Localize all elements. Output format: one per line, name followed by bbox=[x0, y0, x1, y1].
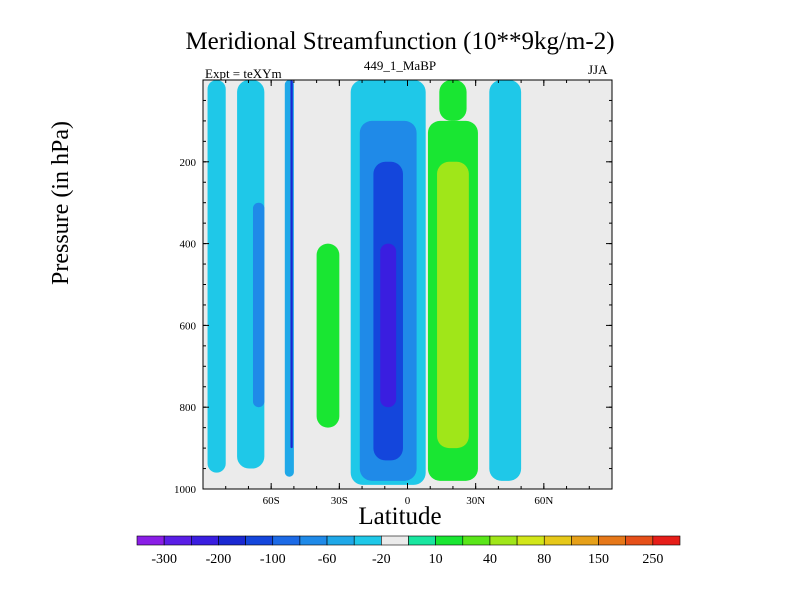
x-tick-label: 60N bbox=[534, 495, 553, 507]
y-tick-label: 1000 bbox=[174, 484, 197, 496]
colorbar-swatch bbox=[353, 535, 382, 546]
colorbar-swatch bbox=[408, 535, 436, 546]
y-tick-label: 600 bbox=[180, 320, 197, 332]
colorbar-label: 40 bbox=[483, 552, 497, 567]
colorbar-swatch bbox=[326, 535, 355, 546]
contour-band-6 bbox=[316, 243, 340, 428]
contour-band-4 bbox=[290, 80, 293, 449]
colorbar-swatch bbox=[543, 535, 572, 546]
colorbar-label: 150 bbox=[588, 552, 609, 567]
contour-band-14 bbox=[489, 80, 522, 481]
season-label: JJA bbox=[588, 62, 608, 77]
colorbar-swatch bbox=[136, 535, 165, 546]
x-axis-label: Latitude bbox=[358, 503, 442, 530]
colorbar-label: 10 bbox=[429, 552, 443, 567]
colorbar-label: 80 bbox=[537, 552, 551, 567]
colorbar-swatch bbox=[218, 535, 246, 546]
y-tick-label: 400 bbox=[180, 239, 197, 251]
contour-band-13 bbox=[437, 161, 469, 449]
plot-area bbox=[203, 80, 612, 489]
colorbar-swatch bbox=[489, 535, 518, 546]
colorbar-swatch bbox=[245, 535, 274, 546]
contour-band-2 bbox=[252, 202, 265, 408]
colorbar-label: -20 bbox=[372, 552, 391, 567]
experiment-label: Expt = teXYm bbox=[205, 66, 282, 81]
colorbar: -300 -200 -100 -60 -20 10 40 80 150 250 bbox=[136, 535, 681, 567]
x-tick-label: 30N bbox=[466, 495, 485, 507]
contour-band-11 bbox=[439, 80, 467, 121]
y-tick-label: 200 bbox=[180, 157, 197, 169]
x-tick-label: 60S bbox=[263, 495, 280, 507]
colorbar-label: -100 bbox=[260, 552, 286, 567]
colorbar-swatch bbox=[598, 535, 626, 546]
colorbar-swatch bbox=[625, 535, 654, 546]
colorbar-label: -60 bbox=[318, 552, 337, 567]
colorbar-swatch bbox=[191, 535, 219, 546]
x-tick-label: 0 bbox=[405, 495, 411, 507]
colorbar-swatch bbox=[163, 535, 192, 546]
colorbar-swatch bbox=[516, 535, 545, 546]
chart-title: Meridional Streamfunction (10**9kg/m-2) bbox=[185, 28, 615, 55]
y-tick-label: 800 bbox=[180, 402, 197, 414]
colorbar-label: -300 bbox=[151, 552, 177, 567]
run-label: 449_1_MaBP bbox=[363, 58, 437, 73]
colorbar-swatch bbox=[462, 535, 491, 546]
colorbar-label: 250 bbox=[642, 552, 663, 567]
colorbar-swatch bbox=[299, 535, 328, 546]
colorbar-swatch bbox=[272, 535, 301, 546]
axes: 60S 30S 0 30N 60N 200 400 600 800 1000 bbox=[174, 79, 613, 507]
colorbar-swatch bbox=[652, 535, 681, 546]
colorbar-swatch bbox=[435, 535, 464, 546]
x-tick-label: 30S bbox=[331, 495, 348, 507]
colorbar-swatch bbox=[571, 535, 599, 546]
colorbar-label: -200 bbox=[206, 552, 232, 567]
colorbar-swatch bbox=[381, 535, 409, 546]
contour-band-0 bbox=[207, 80, 226, 473]
contour-band-10 bbox=[380, 243, 397, 408]
